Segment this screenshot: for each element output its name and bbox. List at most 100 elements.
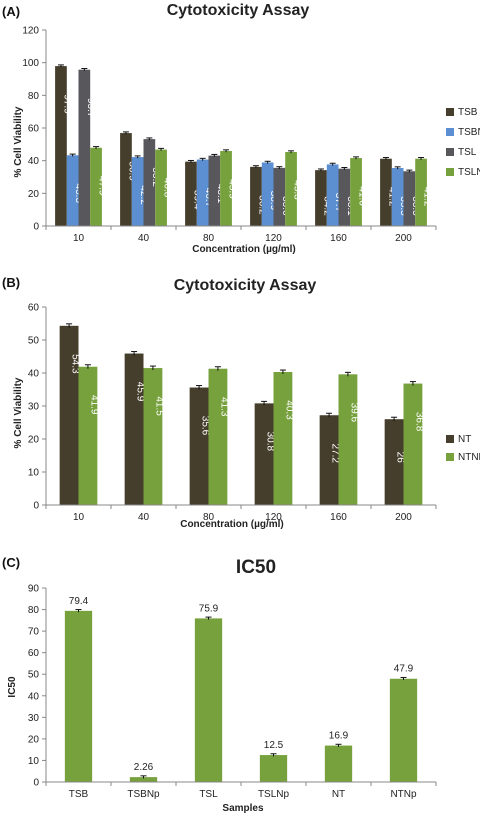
- x-tick-label: TSLNp: [258, 789, 290, 800]
- legend-swatch: [446, 168, 454, 176]
- bar: [380, 158, 392, 226]
- bar: [55, 66, 67, 226]
- data-label: 40.3: [283, 400, 294, 420]
- y-tick-label: 50: [28, 336, 40, 347]
- y-tick-label: 0: [33, 778, 39, 789]
- chart-title: IC50: [236, 557, 276, 578]
- y-tick-label: 70: [28, 627, 40, 638]
- y-axis-label: % Cell Viability: [13, 377, 24, 448]
- x-tick-label: 10: [73, 233, 85, 244]
- legend-label: TSBNP: [458, 127, 480, 138]
- data-label: 46.8: [162, 178, 173, 198]
- legend-item: TSLNP: [446, 167, 480, 178]
- axes: [45, 30, 436, 227]
- y-tick-label: 80: [28, 605, 40, 616]
- data-label: 2.26: [134, 762, 154, 773]
- data-label: 45.9: [227, 179, 238, 199]
- legend-swatch: [446, 128, 454, 136]
- x-tick-label: 80: [203, 233, 215, 244]
- data-label: 41.9: [88, 395, 99, 415]
- y-tick-label: 120: [22, 26, 39, 37]
- data-label: 41.6: [357, 186, 368, 206]
- y-tick-label: 30: [28, 713, 40, 724]
- legend-item: TSL: [446, 147, 477, 158]
- x-tick-label: 160: [330, 512, 347, 523]
- legend-swatch: [446, 453, 454, 461]
- bar-group: 54.3 45.9 35.6 30.8 27.2 26 41.9 41.5 41.3 40.3 39…: [59, 323, 424, 505]
- bar: [261, 162, 274, 226]
- bar: [389, 678, 418, 782]
- bar: [324, 745, 353, 782]
- data-label: 30.8: [265, 432, 276, 452]
- data-label: 12.5: [264, 740, 284, 751]
- bar: [194, 618, 223, 782]
- data-label: 26: [395, 452, 406, 464]
- legend-item: NTNP: [446, 452, 480, 463]
- x-tick-label: 200: [395, 512, 412, 523]
- x-tick-label: TSBNp: [127, 789, 160, 800]
- axes: [45, 307, 436, 506]
- bar-group: 79.4 2.26 75.9 12.5 16.9 47.9: [64, 596, 418, 782]
- data-label: 97.9: [61, 94, 72, 114]
- bar: [143, 139, 156, 226]
- bar: [254, 403, 274, 505]
- bar: [285, 152, 297, 226]
- data-label: 95.7: [85, 98, 96, 118]
- bar: [315, 170, 327, 226]
- data-label: 47.9: [394, 664, 414, 675]
- data-label: 41.2: [422, 187, 433, 207]
- y-tick-label: 40: [28, 369, 40, 380]
- data-label: 45.3: [292, 180, 303, 200]
- legend-item: TSB: [446, 107, 478, 118]
- panel-label: (C): [2, 555, 20, 570]
- y-axis-label: % Cell Viability: [13, 106, 24, 177]
- y-axis-label: IC50: [7, 676, 18, 698]
- bar: [208, 155, 221, 226]
- chart-title: Cytotoxicity Assay: [174, 277, 317, 294]
- data-label: 41.5: [153, 396, 164, 416]
- data-label: 36.8: [413, 412, 424, 432]
- data-label: 41.3: [218, 397, 229, 417]
- bar: [124, 353, 144, 505]
- bar-group: 97.956.939.436.234.241.243.342.240.738.9…: [55, 64, 433, 226]
- bar: [220, 151, 232, 226]
- y-axis-ticks: 0 10 20 30 40 50 60: [28, 303, 46, 512]
- x-tick-label: 200: [395, 233, 412, 244]
- y-tick-label: 20: [28, 734, 40, 745]
- panel-label: (B): [2, 275, 20, 290]
- bar: [350, 158, 362, 226]
- data-label: 39.6: [348, 403, 359, 423]
- axes: [45, 588, 436, 783]
- y-axis-ticks: 0 20 40 60 80 100 120: [22, 26, 46, 233]
- y-tick-label: 20: [28, 189, 40, 200]
- y-tick-label: 80: [28, 91, 40, 102]
- bar: [273, 167, 286, 226]
- x-tick-label: 80: [203, 512, 215, 523]
- x-tick-label: NT: [332, 789, 345, 800]
- legend-label: TSL: [458, 147, 477, 158]
- x-tick-label: 40: [138, 233, 150, 244]
- data-label: 75.9: [199, 603, 219, 614]
- y-tick-label: 60: [28, 124, 40, 135]
- bar: [66, 155, 79, 226]
- x-tick-label: 120: [265, 512, 282, 523]
- data-label: 16.9: [329, 731, 349, 742]
- x-axis-label: Concentration (µg/ml): [192, 244, 296, 255]
- bar: [326, 164, 339, 226]
- x-tick-label: TSB: [69, 789, 89, 800]
- y-tick-label: 30: [28, 402, 40, 413]
- y-tick-label: 0: [33, 222, 39, 233]
- x-tick-label: 10: [73, 512, 85, 523]
- bar: [189, 387, 209, 505]
- x-axis-label: Concentration (µg/ml): [180, 519, 284, 530]
- y-tick-label: 50: [28, 670, 40, 681]
- bar: [90, 147, 102, 226]
- x-axis-ticks: 10 40 80 120 160 200: [45, 226, 437, 244]
- bar: [185, 161, 197, 226]
- x-tick-label: TSL: [199, 789, 218, 800]
- legend-swatch: [446, 148, 454, 156]
- legend-label: NTNP: [458, 452, 480, 463]
- y-tick-label: 20: [28, 435, 40, 446]
- bar: [319, 415, 339, 505]
- chart-ic50: (C) IC50 IC50 Samples 0 10 20 30 40 50 60 70 80 9…: [2, 555, 437, 814]
